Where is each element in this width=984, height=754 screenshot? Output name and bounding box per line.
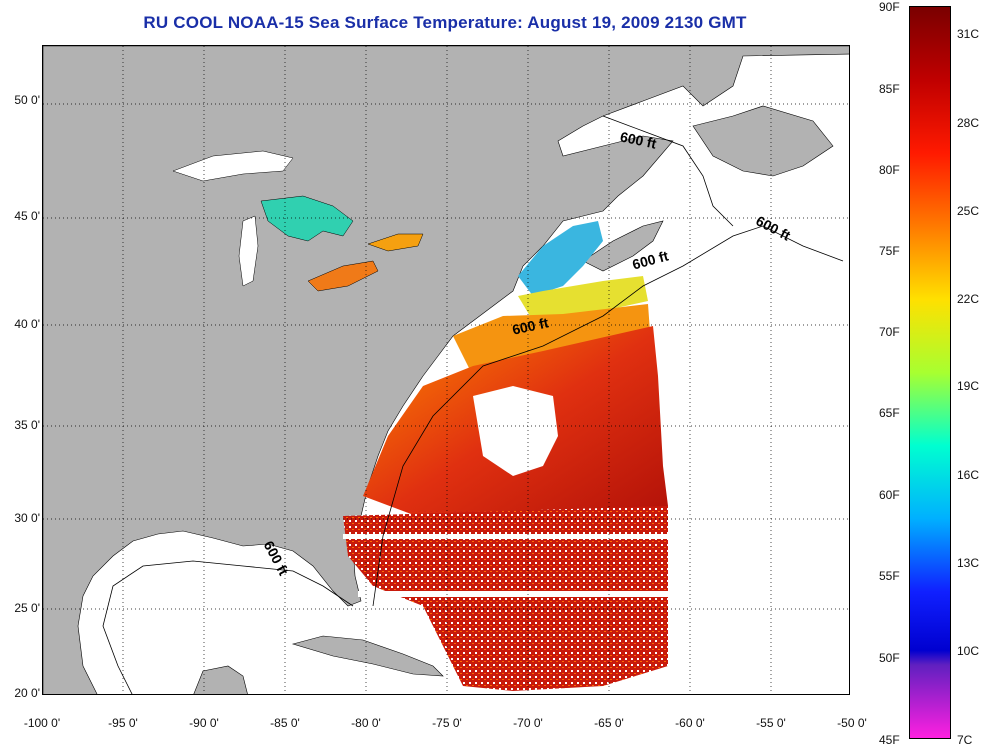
colorbar-f-45: 45F [879, 733, 900, 747]
georges-bank-sst [518, 276, 648, 321]
colorbar-c-16: 16C [957, 468, 980, 482]
lon-label-80: -80 0' [351, 716, 381, 730]
colorbar-f-80: 80F [879, 163, 900, 177]
lake-superior [172, 150, 294, 182]
colorbar-c-25: 25C [957, 204, 980, 218]
lon-label-70: -70 0' [513, 716, 543, 730]
colorbar-f-60: 60F [879, 488, 900, 502]
colorbar-c-22: 22C [957, 292, 980, 306]
newfoundland-land [692, 105, 834, 177]
lon-label-50: -50 0' [837, 716, 867, 730]
lat-label-35: 35 0' [14, 418, 40, 432]
graticule [43, 46, 849, 694]
lat-label-30: 30 0' [14, 511, 40, 525]
lat-label-50: 50 0' [14, 93, 40, 107]
maritimes-land [582, 220, 664, 272]
lake-erie-sst [307, 260, 379, 292]
southern-sst [343, 506, 668, 691]
colorbar-f-55: 55F [879, 569, 900, 583]
lat-label-40: 40 0' [14, 317, 40, 331]
sst-map-canvas [43, 46, 849, 694]
lake-ontario-sst [367, 233, 424, 252]
colorbar-f-85: 85F [879, 82, 900, 96]
colorbar-c-28: 28C [957, 116, 980, 130]
colorbar-c-19: 19C [957, 379, 980, 393]
lat-label-25: 25 0' [14, 601, 40, 615]
colorbar-c-13: 13C [957, 556, 980, 570]
contour-600ft-gulf [102, 560, 354, 694]
lon-label-95: -95 0' [108, 716, 138, 730]
contour-600ft-atlantic [372, 225, 844, 607]
colorbar-c-10: 10C [957, 644, 980, 658]
colorbar-f-70: 70F [879, 325, 900, 339]
colorbar-f-50: 50F [879, 651, 900, 665]
lon-label-55: -55 0' [756, 716, 786, 730]
lon-label-90: -90 0' [189, 716, 219, 730]
lake-michigan [238, 215, 259, 287]
gulf-of-maine-sst [518, 221, 603, 296]
sst-colorbar-gradient [910, 7, 950, 738]
cloud-gap [473, 386, 558, 476]
swath-gap-1 [343, 534, 668, 539]
lat-label-45: 45 0' [14, 209, 40, 223]
sst-map [42, 45, 850, 695]
contour-600ft-north [602, 115, 734, 227]
yucatan-land [193, 665, 248, 694]
colorbar-c-31: 31C [957, 27, 980, 41]
north-america-land [43, 46, 849, 694]
colorbar-f-65: 65F [879, 406, 900, 420]
lake-huron-sst [260, 195, 354, 242]
sst-colorbar [909, 6, 951, 739]
lon-label-100: -100 0' [23, 716, 61, 730]
swath-gap-2 [358, 591, 668, 597]
map-title: RU COOL NOAA-15 Sea Surface Temperature:… [143, 13, 747, 32]
lon-label-60: -60 0' [675, 716, 705, 730]
lon-label-85: -85 0' [270, 716, 300, 730]
lon-label-75: -75 0' [432, 716, 462, 730]
shelf-sst [453, 304, 651, 376]
cuba-land [291, 635, 444, 677]
colorbar-f-90: 90F [879, 0, 900, 14]
lon-label-65: -65 0' [594, 716, 624, 730]
colorbar-c-7: 7C [957, 733, 973, 747]
lat-label-20: 20 0' [14, 686, 40, 700]
colorbar-f-75: 75F [879, 244, 900, 258]
